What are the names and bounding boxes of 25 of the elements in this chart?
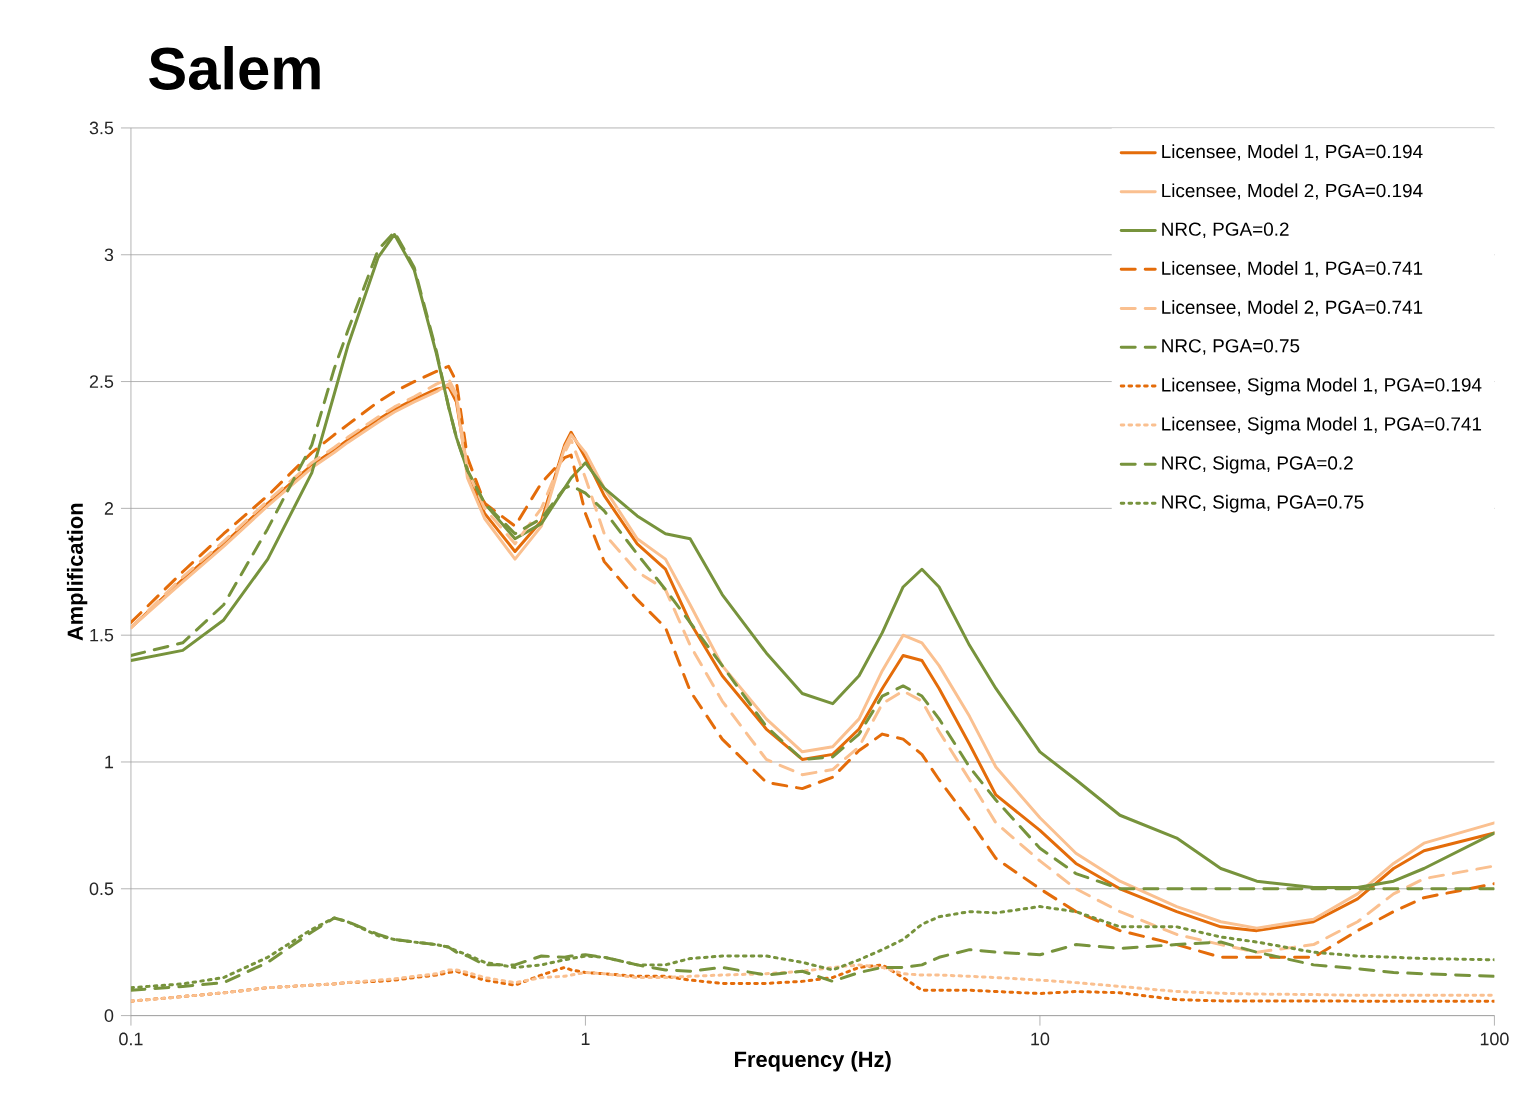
y-tick-label: 2	[104, 502, 114, 515]
legend-label: NRC, PGA=0.2	[1162, 222, 1289, 239]
y-tick-label: 3.5	[89, 121, 114, 135]
x-axis-title: Frequency (Hz)	[735, 1051, 891, 1072]
legend-label: Licensee, Model 2, PGA=0.741	[1162, 300, 1423, 317]
x-tick-label: 0.1	[119, 1032, 143, 1046]
legend-label: Licensee, Model 1, PGA=0.741	[1162, 261, 1423, 278]
legend-label: Licensee, Sigma Model 1, PGA=0.194	[1162, 377, 1482, 396]
legend-label: Licensee, Model 2, PGA=0.194	[1162, 183, 1423, 200]
y-tick-label: 2.5	[89, 375, 114, 389]
y-tick-label: 3	[104, 248, 114, 262]
legend-label: NRC, PGA=0.75	[1162, 339, 1300, 355]
legend-label: Licensee, Model 1, PGA=0.194	[1162, 144, 1423, 161]
chart-title: Salem	[149, 46, 320, 91]
y-axis-title: Amplification	[66, 503, 88, 641]
y-tick-label: 1	[105, 756, 114, 769]
x-tick-label: 100	[1480, 1032, 1509, 1046]
x-tick-label: 10	[1031, 1032, 1050, 1046]
legend-label: NRC, Sigma, PGA=0.2	[1162, 456, 1353, 474]
x-tick-label: 1	[581, 1032, 590, 1046]
y-tick-label: 1.5	[90, 629, 114, 642]
legend-label: NRC, Sigma, PGA=0.75	[1162, 495, 1364, 513]
y-tick-label: 0	[104, 1009, 114, 1023]
y-tick-label: 0.5	[89, 882, 114, 896]
legend-label: Licensee, Sigma Model 1, PGA=0.741	[1162, 416, 1482, 435]
